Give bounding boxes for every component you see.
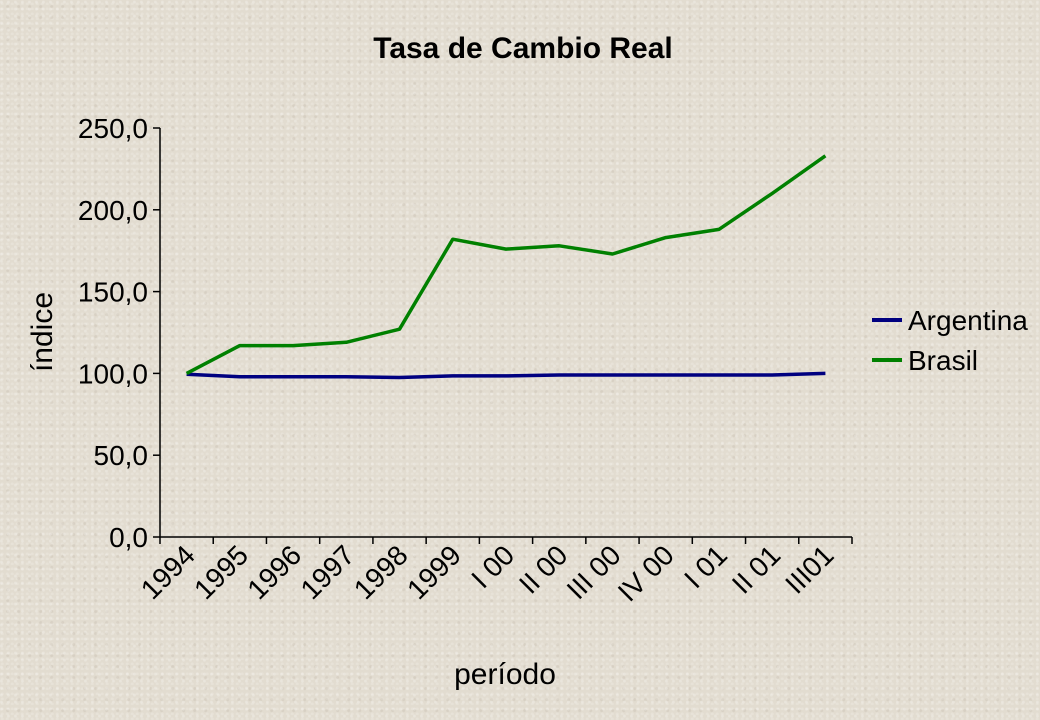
plot-area: 0,050,0100,0150,0200,0250,01994199519961… xyxy=(78,113,853,607)
x-tick-label: II 00 xyxy=(513,539,573,599)
x-tick-label: III 00 xyxy=(561,539,627,605)
x-tick-label: 1996 xyxy=(241,539,307,605)
x-tick-label: III01 xyxy=(779,539,839,599)
legend: Argentina Brasil xyxy=(872,305,1028,376)
x-tick-label: 1997 xyxy=(295,539,361,605)
x-tick-label: 1999 xyxy=(401,539,467,605)
series-line-brasil xyxy=(185,154,827,375)
x-axis-label: período xyxy=(454,658,556,691)
x-tick-label: II 01 xyxy=(726,539,786,599)
legend-label-brasil: Brasil xyxy=(908,345,978,376)
x-tick-label: 1995 xyxy=(188,539,254,605)
y-axis-label: índice xyxy=(26,292,59,372)
y-tick-label: 200,0 xyxy=(78,195,148,226)
chart-title: Tasa de Cambio Real xyxy=(373,32,673,65)
y-tick-label: 150,0 xyxy=(78,277,148,308)
series-line-argentina xyxy=(186,371,826,380)
y-tick-label: 50,0 xyxy=(94,440,149,471)
legend-label-argentina: Argentina xyxy=(908,305,1028,336)
x-tick-label: I 00 xyxy=(465,539,520,594)
x-tick-label: 1998 xyxy=(348,539,414,605)
x-tick-label: I 01 xyxy=(678,539,733,594)
x-tick-label: IV 00 xyxy=(612,539,680,607)
y-tick-label: 250,0 xyxy=(78,113,148,144)
y-tick-label: 100,0 xyxy=(78,358,148,389)
y-tick-label: 0,0 xyxy=(109,522,148,553)
